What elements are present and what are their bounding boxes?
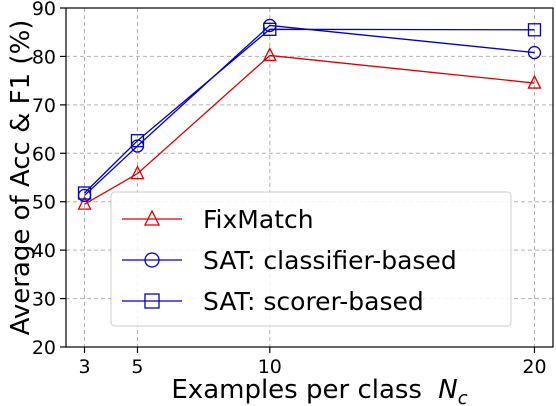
x-tick-label: 20	[522, 356, 546, 378]
legend-box	[110, 191, 512, 327]
series-line	[84, 54, 535, 205]
legend-label: SAT: classifier-based	[203, 246, 457, 275]
legend-entry: SAT: classifier-based	[122, 246, 457, 275]
y-tick-label: 80	[32, 46, 56, 68]
data-point-triangle	[262, 47, 277, 62]
y-tick-label: 20	[32, 337, 56, 359]
y-tick-label: 60	[32, 143, 56, 165]
axis-ticks: 20 30 40 50 60 70 80 90 3 5 10 20	[32, 0, 547, 378]
legend-marker-square	[144, 293, 160, 309]
x-tick-label: 3	[78, 356, 90, 378]
data-point-square	[527, 23, 542, 37]
legend-entry: FixMatch	[122, 205, 314, 234]
data-point-triangle	[527, 74, 542, 89]
data-point-triangle	[77, 195, 92, 210]
y-tick-label: 40	[32, 240, 56, 262]
data-point-circle	[527, 45, 542, 60]
x-tick-label: 5	[131, 356, 143, 378]
legend-label: SAT: scorer-based	[203, 287, 424, 316]
plot-area-frame	[65, 7, 554, 348]
series-sat-scorer-based	[77, 22, 542, 200]
data-point-triangle	[130, 165, 145, 180]
legend-marker-circle	[144, 252, 160, 268]
series-line	[84, 28, 535, 194]
x-axis-label: Examples per class Nc	[171, 375, 467, 406]
legend-marker-triangle	[143, 209, 161, 226]
legend-label: FixMatch	[203, 205, 314, 234]
legend: FixMatch SAT: classifier-based SAT: scorer…	[110, 191, 512, 327]
y-tick-label: 70	[32, 95, 56, 117]
data-point-square	[263, 22, 277, 36]
y-axis-label: Average of Acc & F1 (%)	[6, 20, 36, 336]
series-fixmatch	[77, 47, 542, 210]
x-tick-label: 10	[258, 356, 282, 378]
y-tick-label: 90	[32, 0, 56, 20]
series-layer	[77, 18, 542, 210]
y-tick-label: 30	[32, 289, 56, 311]
x-axis-label-text: Examples per class	[171, 375, 422, 405]
data-point-square	[77, 186, 92, 200]
legend-entry: SAT: scorer-based	[122, 287, 424, 316]
series-sat-classifier-based	[77, 18, 542, 203]
x-axis-label-subscript: c	[458, 388, 468, 406]
series-line	[84, 24, 535, 196]
x-axis-label-symbol: N	[438, 375, 457, 405]
y-tick-label: 50	[32, 192, 56, 214]
data-point-square	[130, 134, 145, 148]
